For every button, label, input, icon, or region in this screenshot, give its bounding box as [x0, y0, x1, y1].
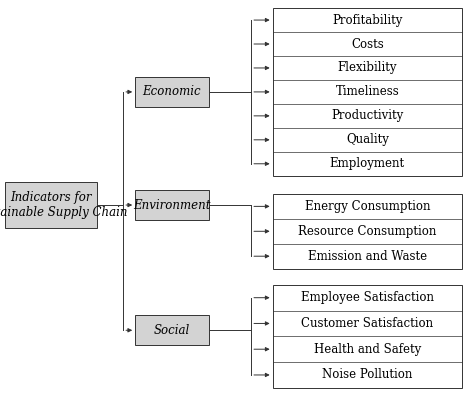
Text: Economic: Economic — [143, 85, 201, 99]
Bar — [273, 285, 462, 388]
Text: Quality: Quality — [346, 133, 389, 146]
Text: Costs: Costs — [351, 38, 384, 50]
Bar — [273, 194, 462, 269]
Text: Noise Pollution: Noise Pollution — [322, 368, 412, 381]
Text: Resource Consumption: Resource Consumption — [298, 225, 437, 238]
Bar — [135, 315, 209, 345]
Bar — [273, 8, 462, 176]
Text: Customer Satisfaction: Customer Satisfaction — [301, 317, 433, 330]
Text: Profitability: Profitability — [332, 14, 402, 27]
Text: Timeliness: Timeliness — [336, 85, 399, 99]
Bar — [135, 190, 209, 220]
Text: Social: Social — [154, 324, 190, 337]
Text: Productivity: Productivity — [331, 109, 403, 122]
Text: Indicators for
Sustainable Supply Chain: Indicators for Sustainable Supply Chain — [0, 191, 128, 219]
Bar — [5, 182, 97, 228]
Text: Health and Safety: Health and Safety — [314, 343, 421, 356]
Text: Employee Satisfaction: Employee Satisfaction — [301, 291, 434, 304]
Text: Energy Consumption: Energy Consumption — [305, 200, 430, 213]
Text: Flexibility: Flexibility — [337, 61, 397, 74]
Text: Environment: Environment — [133, 198, 210, 212]
Bar — [135, 77, 209, 107]
Text: Employment: Employment — [330, 157, 405, 170]
Text: Emission and Waste: Emission and Waste — [308, 250, 427, 263]
